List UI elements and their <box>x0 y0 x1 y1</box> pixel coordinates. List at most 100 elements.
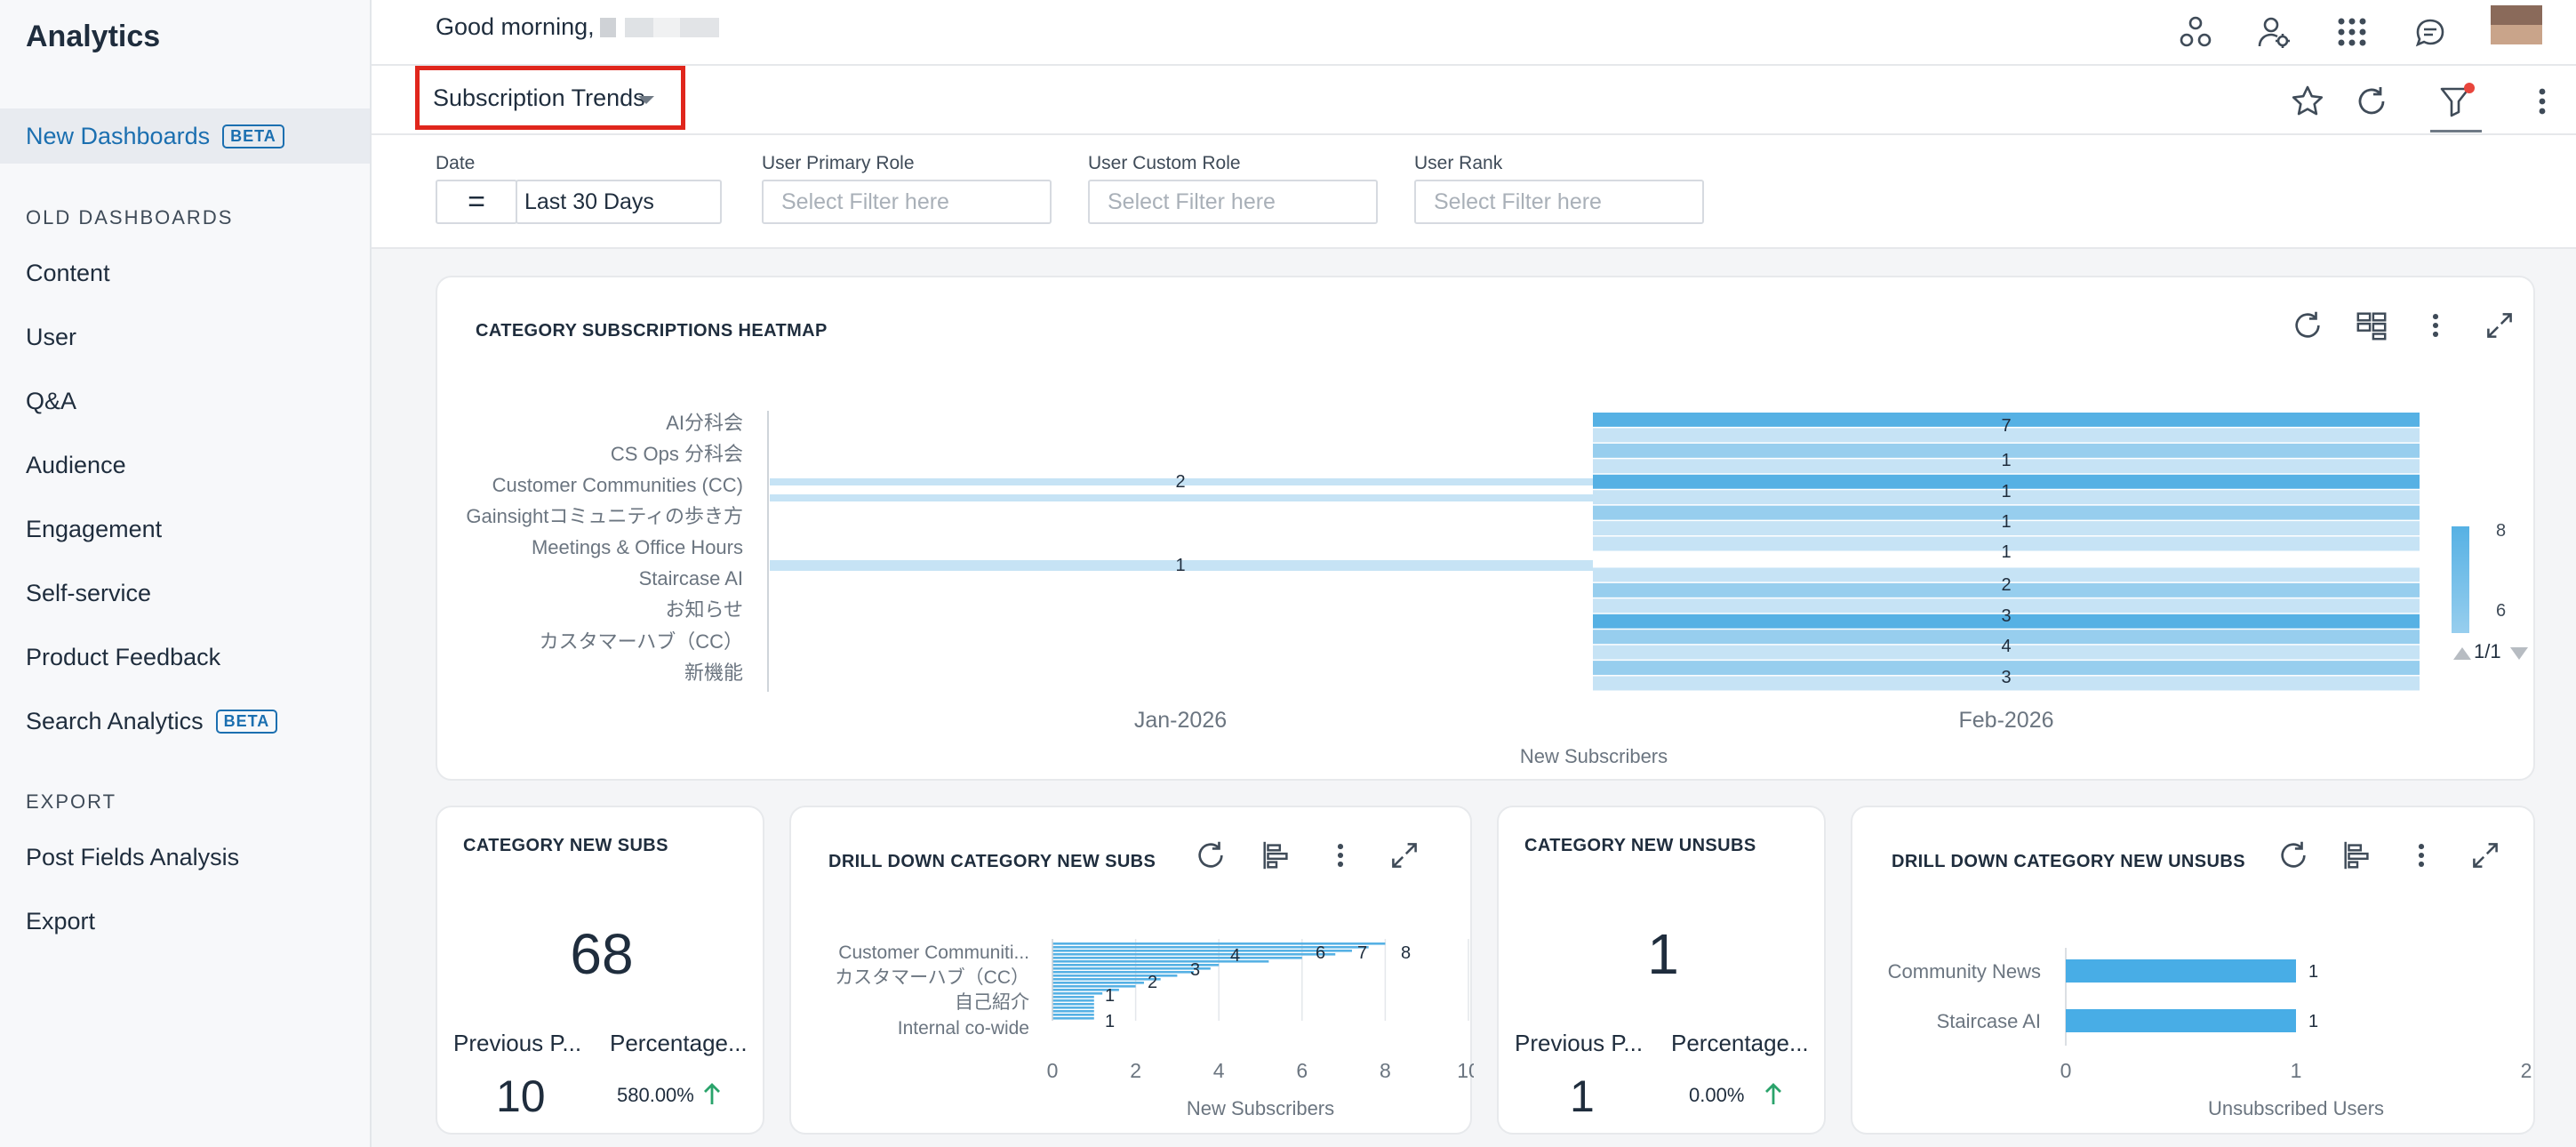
x-tick-label: 0 <box>2060 1059 2072 1082</box>
pager-label: 1/1 <box>2474 640 2501 662</box>
primary-role-filter-input[interactable]: Select Filter here <box>762 180 1052 224</box>
heatmap-cell-label: 2 <box>1175 472 1185 492</box>
y-tick-label: お知らせ <box>665 598 743 621</box>
sidebar-item-product-feedback[interactable]: Product Feedback <box>26 643 221 670</box>
y-tick-label: CS Ops 分科会 <box>611 443 743 465</box>
dashboard-select[interactable]: Subscription Trends <box>415 66 685 130</box>
bar <box>1052 964 1220 967</box>
expand-icon[interactable] <box>2480 306 2519 345</box>
heatmap-cell <box>1593 490 2420 505</box>
section-export: EXPORT <box>26 790 117 813</box>
bar <box>1052 942 1386 945</box>
custom-role-filter-label: User Custom Role <box>1088 153 1241 173</box>
refresh-icon[interactable] <box>1191 836 1230 875</box>
sidebar-item-new-dashboards[interactable]: New Dashboards BETA <box>0 108 370 164</box>
user-settings-icon[interactable] <box>2252 11 2295 53</box>
more-vertical-icon[interactable] <box>1321 836 1360 875</box>
bar-label: 1 <box>2308 1012 2318 1031</box>
sidebar-item-user[interactable]: User <box>26 323 77 350</box>
sidebar-item-content[interactable]: Content <box>26 259 110 286</box>
bar-label: 4 <box>1230 946 1240 966</box>
more-vertical-icon[interactable] <box>2521 80 2564 123</box>
heatmap-cell-label: 2 <box>2001 575 2011 595</box>
greeting: Good morning, <box>436 13 719 41</box>
pager-up-icon[interactable] <box>2450 637 2476 672</box>
bar-chart-icon[interactable] <box>1257 836 1296 875</box>
x-tick-label: 1 <box>2291 1059 2302 1082</box>
date-range-select[interactable]: Last 30 Days <box>516 180 722 224</box>
heatmap-cell <box>1593 443 2420 458</box>
percentage-label: Percentage... <box>610 1030 748 1056</box>
sidebar-item-qa[interactable]: Q&A <box>26 387 77 414</box>
x-tick-label: Jan-2026 <box>1134 708 1227 733</box>
heatmap-cell <box>1593 567 2420 582</box>
kpi-new-unsubs-card: CATEGORY NEW UNSUBS 1 Previous P... Perc… <box>1497 806 1826 1135</box>
pager-down-icon[interactable] <box>2507 637 2533 672</box>
heatmap-cell <box>1593 661 2420 676</box>
filter-icon[interactable] <box>2436 80 2478 123</box>
x-axis-title: New Subscribers <box>1187 1097 1334 1119</box>
more-vertical-icon[interactable] <box>2402 836 2441 875</box>
heatmap-gap <box>1593 554 2420 565</box>
heatmap-cell <box>1593 582 2420 598</box>
bar <box>1052 1007 1094 1009</box>
bar <box>1052 975 1178 977</box>
heatmap-cell <box>1593 413 2420 427</box>
x-tick-label: 10 <box>1457 1059 1474 1082</box>
x-tick-label: 0 <box>1047 1059 1059 1082</box>
heatmap-chart: AI分科会 CS Ops 分科会 Customer Communities (CC)… <box>466 411 2506 767</box>
sidebar-item-post-fields-analysis[interactable]: Post Fields Analysis <box>26 843 240 870</box>
bar-label: 1 <box>1105 1012 1115 1031</box>
bar <box>1052 982 1144 984</box>
y-tick-label: Staircase AI <box>1937 1010 2041 1032</box>
y-tick-label: Customer Communiti... <box>838 942 1029 963</box>
chat-icon[interactable] <box>2409 11 2452 53</box>
card-title: CATEGORY NEW SUBS <box>463 836 668 855</box>
rank-filter-input[interactable]: Select Filter here <box>1414 180 1704 224</box>
heatmap-cell-label: 7 <box>2001 416 2011 436</box>
sidebar-item-export[interactable]: Export <box>26 907 96 934</box>
bar <box>1052 996 1094 999</box>
y-tick-label: 自己紹介 <box>955 992 1029 1013</box>
bar-label: 1 <box>2308 962 2318 982</box>
heatmap-cell <box>1593 645 2420 660</box>
custom-role-filter-input[interactable]: Select Filter here <box>1088 180 1378 224</box>
dashboard-select-value: Subscription Trends <box>433 84 645 111</box>
card-title: DRILL DOWN CATEGORY NEW UNSUBS <box>1892 852 2245 871</box>
heatmap-cell-label: 4 <box>2001 637 2011 656</box>
sidebar-item-label: New Dashboards <box>26 122 211 149</box>
bar-label: 6 <box>1316 943 1325 963</box>
drill-new-subs-chart: 0 2 4 6 8 10 8 7 6 4 3 2 1 1 Customer Communiti... カスタマ… <box>835 939 1474 1119</box>
bar-chart-icon[interactable] <box>2338 836 2377 875</box>
refresh-icon[interactable] <box>2274 836 2313 875</box>
x-tick-label: 4 <box>1213 1059 1225 1082</box>
heatmap-cell <box>1593 474 2420 489</box>
kpi-value: 1 <box>1647 922 1679 986</box>
beta-badge: BETA <box>215 709 278 734</box>
refresh-icon[interactable] <box>2288 306 2327 345</box>
refresh-icon[interactable] <box>2350 80 2393 123</box>
heatmap-cell <box>770 560 1593 571</box>
sidebar-item-audience[interactable]: Audience <box>26 451 126 478</box>
sidebar-item-self-service[interactable]: Self-service <box>26 579 152 606</box>
date-operator-select[interactable]: = <box>436 180 517 224</box>
table-view-icon[interactable] <box>2352 306 2391 345</box>
star-icon[interactable] <box>2286 80 2329 123</box>
sidebar-item-engagement[interactable]: Engagement <box>26 515 163 542</box>
percentage-label: Percentage... <box>1671 1030 1809 1056</box>
apps-grid-icon[interactable] <box>2331 11 2373 53</box>
y-tick-label: カスタマーハブ（CC） <box>540 630 743 653</box>
legend-color-scale <box>2452 526 2469 633</box>
avatar[interactable] <box>2491 5 2542 44</box>
expand-icon[interactable] <box>2466 836 2505 875</box>
heatmap-cell <box>1593 676 2420 691</box>
date-filter-label: Date <box>436 153 476 173</box>
y-tick-label: Meetings & Office Hours <box>532 536 743 558</box>
more-vertical-icon[interactable] <box>2416 306 2455 345</box>
sidebar-item-search-analytics[interactable]: Search Analytics BETA <box>0 694 370 749</box>
x-tick-label: Feb-2026 <box>1958 708 2053 733</box>
y-tick-label: Staircase AI <box>639 567 743 590</box>
community-icon[interactable] <box>2174 11 2217 53</box>
expand-icon[interactable] <box>1385 836 1424 875</box>
heatmap-cell <box>770 478 1593 485</box>
